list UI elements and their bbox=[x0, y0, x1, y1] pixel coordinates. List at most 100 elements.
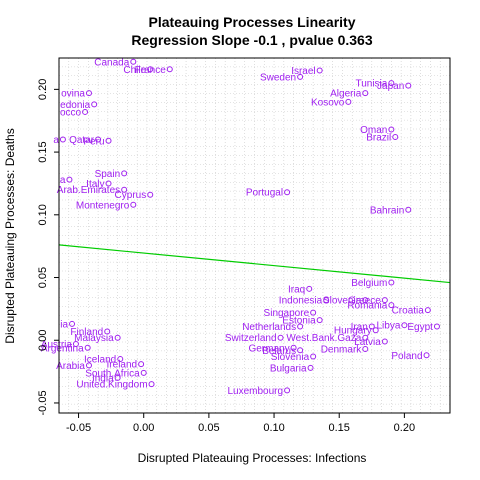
data-point bbox=[401, 322, 408, 329]
data-point bbox=[381, 297, 388, 304]
data-point-label: Belarus bbox=[262, 346, 296, 357]
regression-line-group bbox=[58, 244, 451, 284]
data-point-label: ia bbox=[60, 319, 68, 330]
chart-subtitle: Regression Slope -0.1 , pvalue 0.363 bbox=[131, 32, 372, 48]
data-point-label: Denmark bbox=[321, 345, 363, 356]
data-point bbox=[69, 320, 76, 327]
data-point bbox=[59, 136, 66, 143]
data-point-label: Bulgaria bbox=[270, 363, 307, 374]
data-point bbox=[362, 346, 369, 353]
data-point bbox=[372, 327, 379, 334]
data-point-label: Estonia bbox=[282, 316, 316, 327]
data-point-label: Slovenia bbox=[323, 296, 362, 307]
data-point bbox=[140, 369, 147, 376]
data-point-label: Switzerland bbox=[225, 333, 277, 344]
data-point bbox=[388, 80, 395, 87]
data-point-label: a bbox=[53, 135, 59, 146]
data-point bbox=[405, 206, 412, 213]
data-point bbox=[130, 58, 137, 65]
data-point-label: Bahrain bbox=[370, 205, 404, 216]
data-point bbox=[72, 341, 79, 348]
data-point-label: Chile bbox=[123, 65, 146, 76]
data-point bbox=[297, 73, 304, 80]
data-point bbox=[388, 126, 395, 133]
data-point bbox=[297, 347, 304, 354]
data-point bbox=[105, 180, 112, 187]
data-point-label: Romania bbox=[347, 301, 387, 312]
data-point bbox=[121, 186, 128, 193]
regression-line bbox=[58, 244, 451, 284]
data-point-label: Austria bbox=[41, 340, 73, 351]
data-point-label: Arab.Emirates bbox=[57, 185, 120, 196]
data-point bbox=[85, 90, 92, 97]
data-point bbox=[284, 387, 291, 394]
data-point-label: Germany bbox=[248, 343, 289, 354]
data-point bbox=[316, 317, 323, 324]
data-point-label: India bbox=[92, 373, 114, 384]
data-point-label: West.Bank.Gaza bbox=[286, 333, 361, 344]
data-point bbox=[310, 309, 317, 316]
data-point bbox=[85, 362, 92, 369]
data-point-label: Ireland bbox=[107, 360, 138, 371]
axes: -0.05 0.00 0.05 0.10 0.15 0.20 -0.05 0.00 0.05 0.… bbox=[37, 57, 451, 434]
data-point-label: occo bbox=[60, 107, 82, 118]
data-point bbox=[114, 374, 121, 381]
data-point-label: France bbox=[135, 65, 167, 76]
data-point-label: Hungary bbox=[334, 326, 372, 337]
data-point-label: Iran bbox=[351, 322, 368, 333]
x-tick-label: 0.15 bbox=[329, 422, 350, 434]
data-point-label: Malaysia bbox=[74, 333, 114, 344]
x-axis-label: Disrupted Plateauing Processes: Infectio… bbox=[138, 451, 367, 465]
x-tick-label: -0.05 bbox=[66, 422, 91, 434]
data-point bbox=[166, 66, 173, 73]
y-tick-label: 0.10 bbox=[37, 204, 49, 225]
data-point-label: Brazil bbox=[366, 133, 391, 144]
data-point-label: Singapore bbox=[264, 308, 310, 319]
data-point bbox=[147, 66, 154, 73]
data-point-label: Luxembourg bbox=[227, 386, 283, 397]
data-point-label: Italy bbox=[86, 179, 104, 190]
y-axis-label: Disrupted Plateauing Processes: Deaths bbox=[3, 128, 17, 343]
x-tick-label: 0.00 bbox=[133, 422, 154, 434]
data-point-label: a bbox=[60, 175, 66, 186]
data-point-label: Sweden bbox=[260, 72, 296, 83]
data-point-label: Egypt bbox=[407, 322, 433, 333]
data-point bbox=[433, 323, 440, 330]
data-point bbox=[147, 191, 154, 198]
plot-frame bbox=[58, 57, 451, 414]
data-point-label: Cyprus bbox=[115, 190, 147, 201]
data-point bbox=[307, 364, 314, 371]
data-point-label: Spain bbox=[95, 169, 121, 180]
data-point-label: Croatia bbox=[392, 306, 425, 317]
data-point bbox=[345, 98, 352, 105]
data-point-label: Japan bbox=[377, 81, 404, 92]
data-point bbox=[114, 334, 121, 341]
data-point bbox=[121, 170, 128, 177]
data-point-label: Qatar bbox=[69, 135, 95, 146]
data-point bbox=[392, 134, 399, 141]
data-point bbox=[117, 356, 124, 363]
data-point bbox=[284, 189, 291, 196]
data-point bbox=[104, 328, 111, 335]
data-point-label: Arabia bbox=[56, 361, 85, 372]
data-point bbox=[362, 334, 369, 341]
data-point-label: Algeria bbox=[330, 89, 362, 100]
data-point-label: Greece bbox=[348, 296, 381, 307]
data-point bbox=[84, 344, 91, 351]
data-point-label: Montenegro bbox=[76, 200, 130, 211]
data-point-label: Latvia bbox=[354, 337, 381, 348]
x-tick-label: 0.10 bbox=[263, 422, 284, 434]
data-point bbox=[277, 334, 284, 341]
x-tick-label: 0.05 bbox=[198, 422, 219, 434]
data-point-label: Libya bbox=[376, 321, 400, 332]
data-point-label: Slovenia bbox=[271, 352, 310, 363]
data-point bbox=[388, 279, 395, 286]
y-tick-label: 0.00 bbox=[37, 330, 49, 351]
data-point bbox=[95, 136, 102, 143]
data-point-label: Indonesia bbox=[279, 296, 323, 307]
data-point-label: Poland bbox=[391, 351, 422, 362]
data-point bbox=[405, 82, 412, 89]
chart-title: Plateauing Processes Linearity bbox=[149, 14, 356, 30]
